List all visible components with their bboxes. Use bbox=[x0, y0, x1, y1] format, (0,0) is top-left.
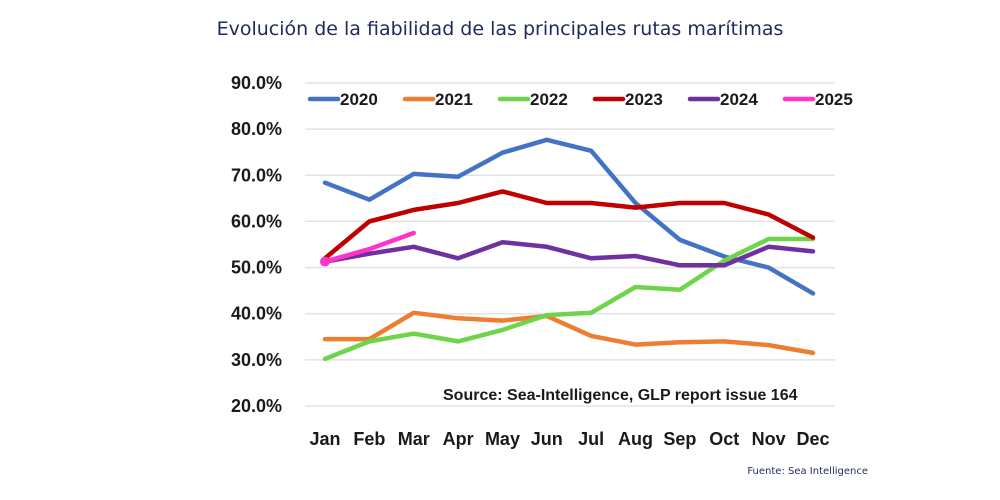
series-line-2021 bbox=[322, 310, 816, 356]
legend-item: 2021 bbox=[402, 90, 473, 109]
legend-label: 2022 bbox=[530, 90, 568, 109]
legend-item: 2023 bbox=[592, 90, 663, 109]
y-tick-label: 60.0% bbox=[231, 211, 282, 231]
y-tick-label: 20.0% bbox=[231, 396, 282, 416]
x-tick-label: Nov bbox=[752, 429, 786, 449]
series-line-2022 bbox=[322, 236, 816, 362]
chart-title: Evolución de la fiabilidad de las princi… bbox=[216, 18, 784, 40]
y-tick-label: 30.0% bbox=[231, 350, 282, 370]
legend-label: 2020 bbox=[340, 90, 378, 109]
y-tick-label: 50.0% bbox=[231, 258, 282, 278]
x-tick-label: Jan bbox=[309, 429, 340, 449]
data-point-2025 bbox=[320, 256, 330, 267]
x-tick-label: May bbox=[485, 429, 520, 449]
source-annotation: Source: Sea-Intelligence, GLP report iss… bbox=[443, 387, 798, 404]
x-tick-label: Jul bbox=[578, 429, 604, 449]
legend: 2020 2021 2022 2023 2024 2025 bbox=[307, 90, 853, 109]
x-tick-label: Feb bbox=[353, 429, 385, 449]
series-line-2023 bbox=[322, 189, 816, 261]
y-tick-label: 90.0% bbox=[231, 73, 282, 93]
x-axis-ticks: Jan Feb Mar Apr May Jun Jul Aug Sep Oct Nov Dec bbox=[309, 429, 829, 449]
legend-label: 2023 bbox=[625, 90, 663, 109]
legend-item: 2025 bbox=[782, 90, 853, 109]
x-tick-label: Sep bbox=[663, 429, 696, 449]
source-note: Fuente: Sea Intelligence bbox=[747, 466, 868, 477]
y-axis-ticks: 20.0% 30.0% 40.0% 50.0% 60.0% 70.0% 80.0% 90.0% bbox=[231, 73, 282, 416]
x-tick-label: Oct bbox=[709, 429, 739, 449]
series-lines bbox=[320, 137, 816, 362]
y-tick-label: 40.0% bbox=[231, 304, 282, 324]
x-tick-label: Apr bbox=[443, 429, 474, 449]
x-tick-label: Dec bbox=[796, 429, 829, 449]
series-line-2020 bbox=[322, 137, 816, 296]
legend-label: 2024 bbox=[720, 90, 758, 109]
x-tick-label: Mar bbox=[398, 429, 430, 449]
legend-label: 2021 bbox=[435, 90, 473, 109]
legend-item: 2020 bbox=[307, 90, 378, 109]
y-tick-label: 80.0% bbox=[231, 119, 282, 139]
series-line-2024 bbox=[322, 239, 816, 268]
legend-label: 2025 bbox=[815, 90, 853, 109]
x-tick-label: Aug bbox=[618, 429, 653, 449]
x-tick-label: Jun bbox=[531, 429, 563, 449]
legend-item: 2024 bbox=[687, 90, 758, 109]
y-tick-label: 70.0% bbox=[231, 165, 282, 185]
legend-item: 2022 bbox=[497, 90, 568, 109]
